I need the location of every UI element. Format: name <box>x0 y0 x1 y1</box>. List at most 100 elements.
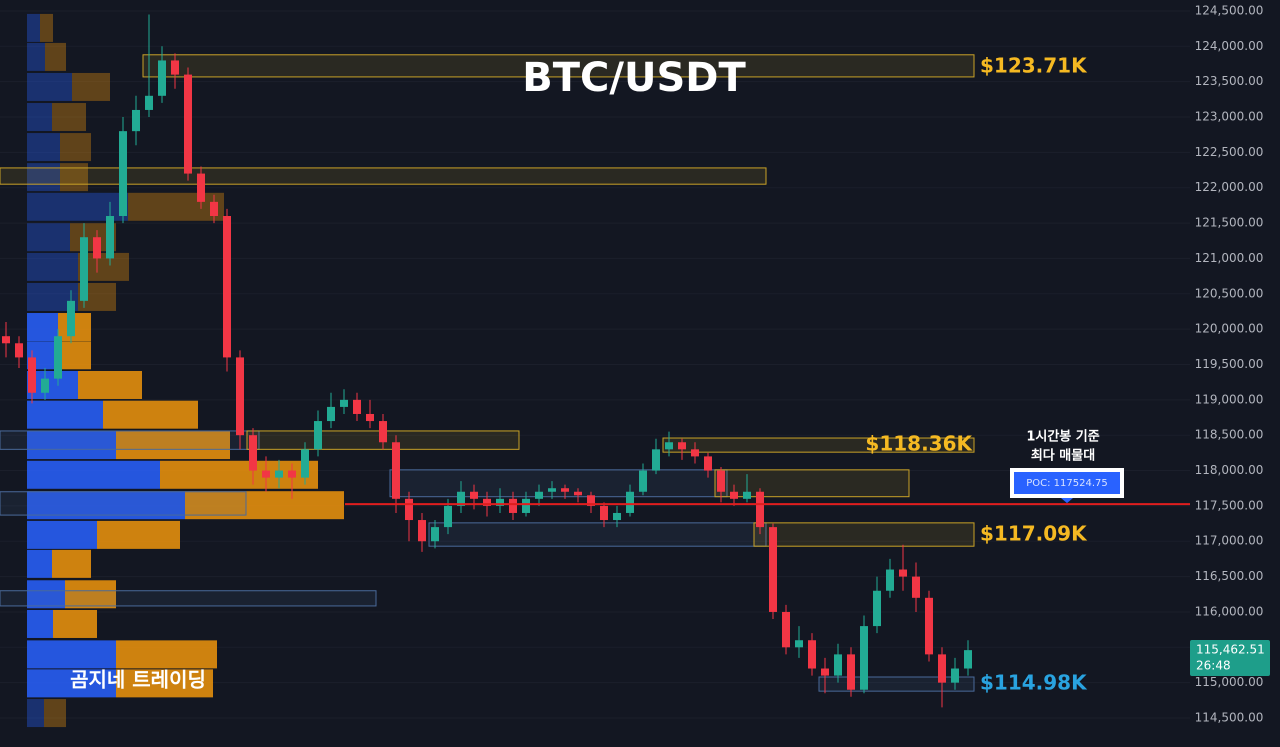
candle-body <box>522 498 530 513</box>
y-tick-label: 119,000.00 <box>1195 392 1264 406</box>
candle-body <box>860 626 868 690</box>
y-tick-label: 122,000.00 <box>1195 180 1264 194</box>
candle-body <box>41 378 49 393</box>
profile-sell <box>185 491 344 520</box>
y-tick-label: 123,500.00 <box>1195 74 1264 88</box>
profile-buy <box>27 669 116 698</box>
candle-body <box>366 413 374 422</box>
candle-body <box>28 357 36 393</box>
candle-body <box>834 654 842 676</box>
profile-buy <box>27 13 40 42</box>
zone-label: $123.71K <box>980 53 1088 77</box>
candle-body <box>899 569 907 577</box>
profile-buy <box>27 42 45 71</box>
zone-label: $114.98K <box>980 671 1088 695</box>
candles <box>2 14 972 708</box>
candle-body <box>535 491 543 499</box>
profile-buy <box>27 313 58 342</box>
y-tick-label: 116,000.00 <box>1195 604 1264 618</box>
zone <box>0 167 767 185</box>
candle-body <box>80 237 88 301</box>
profile-buy <box>27 491 185 520</box>
candle-body <box>379 421 387 443</box>
candle-body <box>561 488 569 492</box>
last-price-label: 115,462.51 <box>1196 642 1265 656</box>
candle-body <box>405 498 413 521</box>
profile-buy <box>27 520 97 549</box>
candle-body <box>223 216 231 358</box>
candle-body <box>847 654 855 690</box>
last-price-box <box>1190 639 1270 676</box>
profile-sell <box>78 370 142 399</box>
candle-body <box>691 449 699 457</box>
candle-body <box>925 597 933 655</box>
profile-sell <box>65 580 116 609</box>
candle-body <box>353 399 361 414</box>
profile-sell <box>116 640 217 669</box>
zone-label: $117.09K <box>980 521 1088 545</box>
profile-sell <box>60 133 91 162</box>
zone <box>389 469 728 498</box>
candle-body <box>951 668 959 683</box>
candle-body <box>678 442 686 450</box>
zone <box>0 491 247 516</box>
y-tick-label: 122,500.00 <box>1195 145 1264 159</box>
profile-sell <box>53 609 97 638</box>
y-tick-label: 116,500.00 <box>1195 569 1264 583</box>
candle-body <box>2 336 10 344</box>
candle-body <box>301 449 309 478</box>
y-tick-label: 124,000.00 <box>1195 39 1264 53</box>
candle-body <box>327 406 335 422</box>
poc-label: POC: 117524.75 <box>1026 478 1108 489</box>
profile-buy <box>27 580 65 609</box>
candle-body <box>314 421 322 450</box>
zone <box>142 54 975 78</box>
candle-body <box>93 237 101 259</box>
y-tick-label: 121,500.00 <box>1195 216 1264 230</box>
profile-sell <box>45 42 66 71</box>
y-tick-label: 117,500.00 <box>1195 498 1264 512</box>
candle-body <box>288 470 296 478</box>
candle-body <box>275 470 283 478</box>
chart-title: BTC/USDT <box>522 55 746 101</box>
zone <box>0 590 377 607</box>
profile-sell <box>128 192 224 221</box>
candle-body <box>392 442 400 499</box>
candle-body <box>704 456 712 471</box>
profile-buy <box>27 431 116 460</box>
profile-buy <box>27 223 70 252</box>
y-tick-label: 118,000.00 <box>1195 463 1264 477</box>
overlay: $123.71K $118.36K $117.09K $114.98K POC: 117… <box>345 53 1270 695</box>
candle-body <box>119 131 127 217</box>
candle-body <box>613 512 621 521</box>
profile-buy <box>27 699 44 728</box>
countdown: 26:48 <box>1196 658 1231 672</box>
candle-body <box>548 488 556 492</box>
profile-buy <box>27 252 78 281</box>
candle-body <box>236 357 244 436</box>
profile-buy <box>27 549 52 578</box>
candle-body <box>756 491 764 528</box>
candle-body <box>665 442 673 450</box>
candle-body <box>132 109 140 132</box>
candle-body <box>171 60 179 75</box>
profile-sell <box>40 13 53 42</box>
profile-sell <box>116 431 230 460</box>
zone <box>428 522 767 547</box>
candle-body <box>782 611 790 648</box>
candle-body <box>886 569 894 591</box>
candle-body <box>769 527 777 612</box>
candle-body <box>444 505 452 528</box>
profile-sell <box>44 699 66 728</box>
candle-body <box>626 491 634 513</box>
zone <box>662 437 975 453</box>
profile-buy <box>27 400 103 429</box>
candle-body <box>808 640 816 669</box>
candle-body <box>496 498 504 506</box>
profile-sell <box>52 549 91 578</box>
profile-sell <box>52 103 86 132</box>
y-tick-label: 119,500.00 <box>1195 357 1264 371</box>
poc-box-inner <box>1014 472 1120 494</box>
candle-body <box>574 491 582 496</box>
zone <box>818 676 975 692</box>
